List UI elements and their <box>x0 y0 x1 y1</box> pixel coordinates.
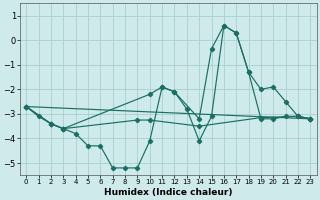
X-axis label: Humidex (Indice chaleur): Humidex (Indice chaleur) <box>104 188 233 197</box>
